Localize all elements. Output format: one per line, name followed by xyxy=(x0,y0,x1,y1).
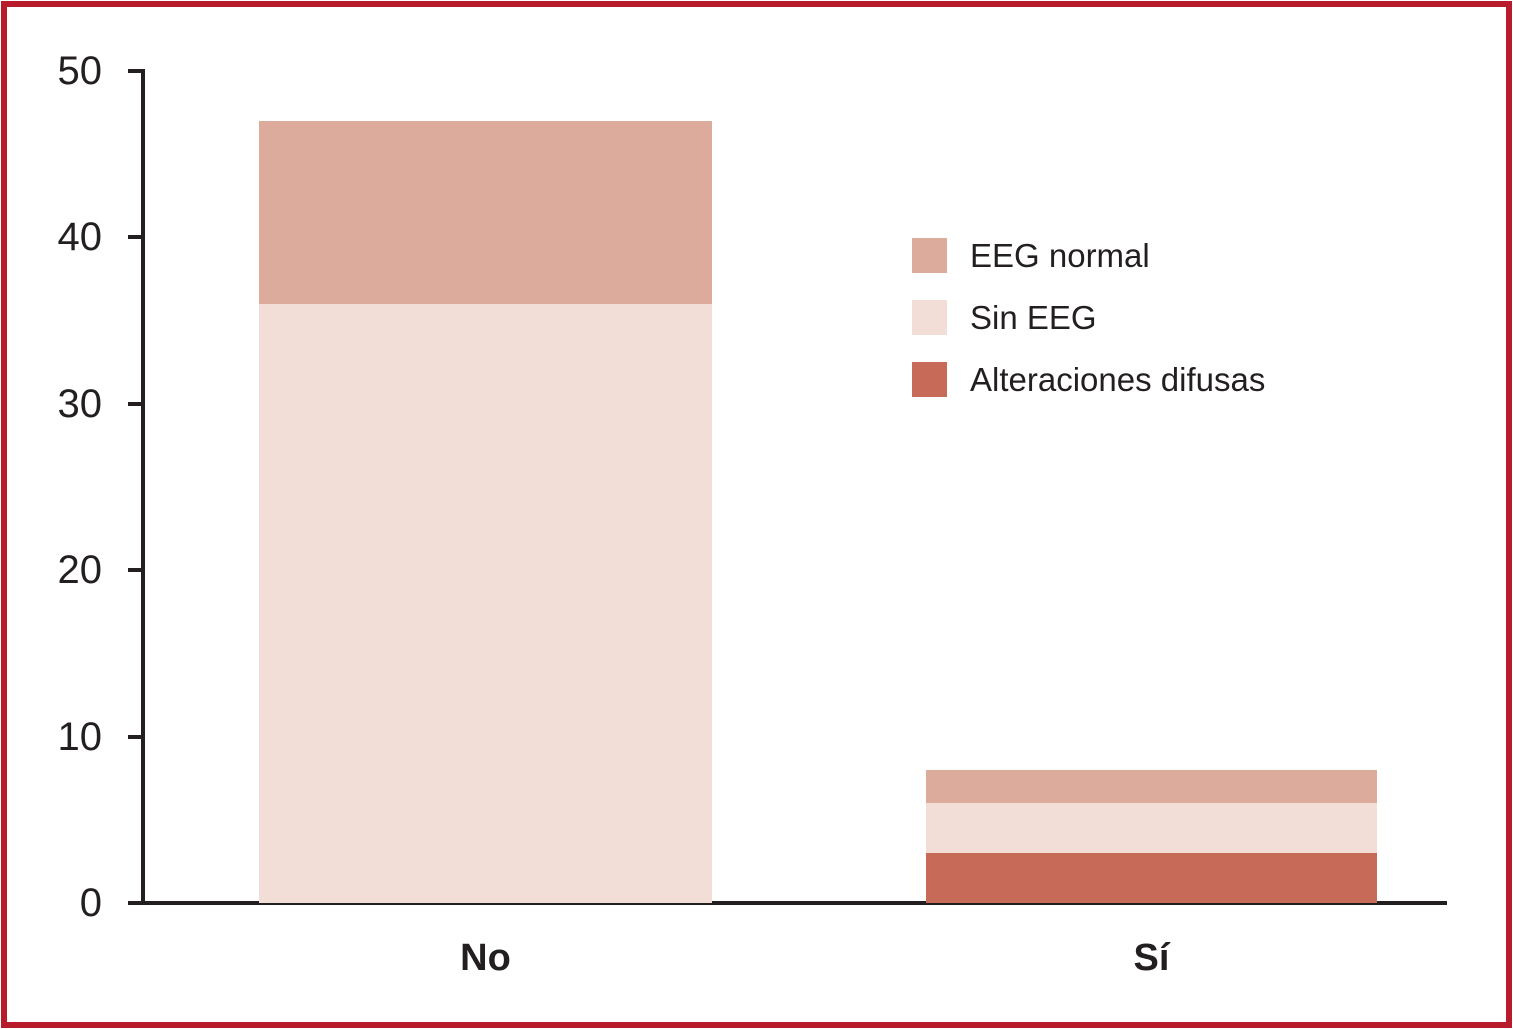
legend: EEG normal Sin EEG Alteraciones difusas xyxy=(912,238,1265,424)
legend-item-sin-eeg: Sin EEG xyxy=(912,300,1265,335)
y-tick xyxy=(128,235,145,240)
y-tick xyxy=(128,901,145,905)
y-tick xyxy=(128,734,145,739)
legend-item-alteraciones-difusas: Alteraciones difusas xyxy=(912,362,1265,397)
legend-swatch-eeg-normal xyxy=(912,238,947,273)
bar-segment-sí-eeg-normal xyxy=(926,769,1377,804)
x-category-label-si: Sí xyxy=(1133,937,1170,979)
legend-label-sin-eeg: Sin EEG xyxy=(970,299,1097,336)
y-tick xyxy=(128,69,145,73)
bar-segment-sí-alteraciones-difusas xyxy=(926,853,1377,903)
y-tick xyxy=(128,401,145,406)
y-tick-label: 30 xyxy=(57,381,103,426)
y-tick-label: 20 xyxy=(57,548,103,593)
bar-segment-no-sin-eeg xyxy=(259,303,712,903)
bar-segment-sí-sin-eeg xyxy=(926,803,1377,854)
y-axis-line xyxy=(141,69,145,905)
legend-label-eeg-normal: EEG normal xyxy=(970,237,1150,274)
bar-segment-no-eeg-normal xyxy=(259,120,712,304)
legend-label-alteraciones-difusas: Alteraciones difusas xyxy=(970,361,1266,398)
y-tick-label: 0 xyxy=(79,881,102,925)
y-tick-label: 10 xyxy=(57,714,103,759)
legend-item-eeg-normal: EEG normal xyxy=(912,238,1265,273)
y-tick-label: 50 xyxy=(57,49,103,93)
x-category-label-no: No xyxy=(460,937,511,979)
legend-swatch-sin-eeg xyxy=(912,300,947,335)
x-axis-line xyxy=(128,901,1447,905)
y-tick-label: 40 xyxy=(57,215,103,260)
legend-swatch-alteraciones-difusas xyxy=(912,362,947,397)
y-tick xyxy=(128,568,145,573)
